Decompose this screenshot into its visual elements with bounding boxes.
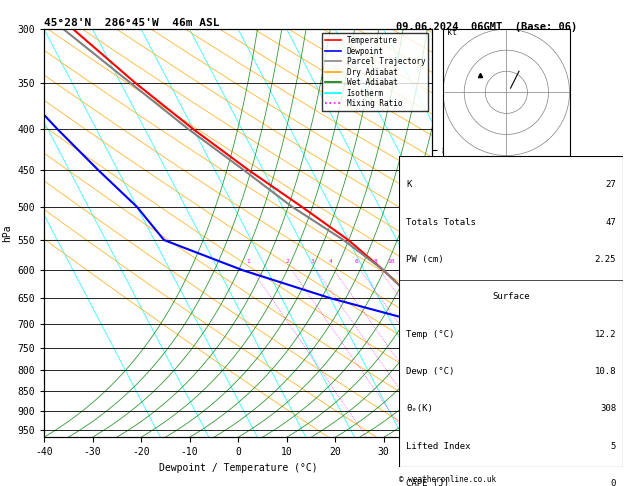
- Text: Totals Totals: Totals Totals: [406, 218, 476, 227]
- FancyBboxPatch shape: [399, 156, 623, 467]
- Text: 09.06.2024  06GMT  (Base: 06): 09.06.2024 06GMT (Base: 06): [396, 22, 577, 32]
- Text: 2: 2: [286, 260, 289, 264]
- Text: Dewp (°C): Dewp (°C): [406, 367, 455, 376]
- X-axis label: Dewpoint / Temperature (°C): Dewpoint / Temperature (°C): [159, 463, 318, 473]
- Legend: Temperature, Dewpoint, Parcel Trajectory, Dry Adiabat, Wet Adiabat, Isotherm, Mi: Temperature, Dewpoint, Parcel Trajectory…: [322, 33, 428, 111]
- Text: 45°28'N  286°45'W  46m ASL: 45°28'N 286°45'W 46m ASL: [44, 18, 220, 28]
- Text: Mixing Ratio (g/kg): Mixing Ratio (g/kg): [451, 226, 460, 322]
- Y-axis label: hPa: hPa: [2, 225, 12, 242]
- Text: 4: 4: [328, 260, 332, 264]
- Text: 308: 308: [600, 404, 616, 414]
- Text: 5: 5: [611, 442, 616, 451]
- Text: 27: 27: [605, 180, 616, 190]
- Text: 12.2: 12.2: [594, 330, 616, 339]
- Y-axis label: km
ASL: km ASL: [460, 233, 476, 253]
- Text: kt: kt: [447, 29, 457, 37]
- Text: 0: 0: [611, 479, 616, 486]
- Text: 15: 15: [416, 260, 424, 264]
- Text: 6: 6: [355, 260, 359, 264]
- Text: 1: 1: [247, 260, 250, 264]
- Text: © weatheronline.co.uk: © weatheronline.co.uk: [399, 474, 496, 484]
- Text: CAPE (J): CAPE (J): [406, 479, 449, 486]
- Text: Lifted Index: Lifted Index: [406, 442, 470, 451]
- Text: 10: 10: [387, 260, 395, 264]
- Text: LCL: LCL: [440, 429, 455, 438]
- Text: PW (cm): PW (cm): [406, 255, 443, 264]
- Text: 10.8: 10.8: [594, 367, 616, 376]
- Text: Surface: Surface: [493, 293, 530, 301]
- Text: K: K: [406, 180, 411, 190]
- Text: 3: 3: [310, 260, 314, 264]
- Text: θₑ(K): θₑ(K): [406, 404, 433, 414]
- Text: Temp (°C): Temp (°C): [406, 330, 455, 339]
- Text: 8: 8: [374, 260, 377, 264]
- Text: 47: 47: [605, 218, 616, 227]
- Text: 2.25: 2.25: [594, 255, 616, 264]
